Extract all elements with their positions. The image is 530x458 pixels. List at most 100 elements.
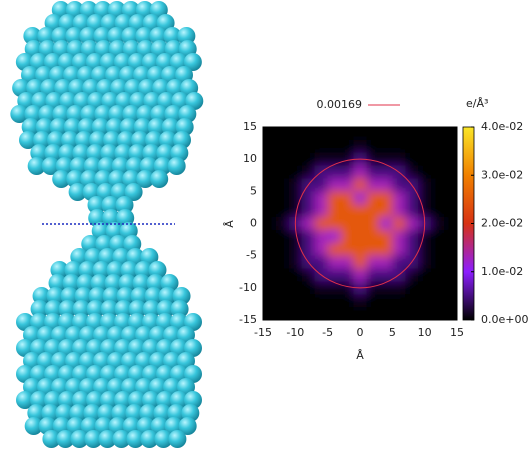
heatmap-cell: [276, 307, 289, 320]
heatmap-cell: [341, 230, 354, 243]
heatmap-cell: [418, 166, 431, 179]
heatmap-cell: [302, 217, 315, 230]
heatmap-cell: [366, 217, 379, 230]
heatmap-cell: [341, 166, 354, 179]
heatmap: [263, 127, 458, 321]
heatmap-cell: [379, 178, 392, 191]
atom: [150, 170, 168, 188]
heatmap-cell: [315, 281, 328, 294]
heatmap-cell: [418, 294, 431, 307]
heatmap-cell: [354, 269, 367, 282]
heatmap-cell: [444, 281, 457, 294]
heatmap-cell: [328, 294, 341, 307]
heatmap-cell: [276, 294, 289, 307]
contour-legend-label: 0.00169: [317, 98, 363, 111]
heatmap-cell: [431, 140, 444, 153]
heatmap-cell: [354, 256, 367, 269]
heatmap-cell: [431, 153, 444, 166]
heatmap-cell: [328, 281, 341, 294]
heatmap-cell: [366, 307, 379, 320]
x-tick-label: 5: [389, 326, 396, 339]
heatmap-cell: [418, 281, 431, 294]
heatmap-cell: [405, 294, 418, 307]
heatmap-cell: [444, 294, 457, 307]
heatmap-cell: [392, 243, 405, 256]
heatmap-cell: [418, 140, 431, 153]
heatmap-cell: [315, 153, 328, 166]
heatmap-cell: [263, 166, 276, 179]
heatmap-cell: [366, 191, 379, 204]
heatmap-cell: [328, 243, 341, 256]
heatmap-cell: [379, 166, 392, 179]
heatmap-cell: [431, 294, 444, 307]
heatmap-cell: [328, 217, 341, 230]
heatmap-cell: [379, 307, 392, 320]
heatmap-cell: [263, 178, 276, 191]
heatmap-cell: [263, 127, 276, 140]
heatmap-cell: [444, 269, 457, 282]
heatmap-cell: [354, 204, 367, 217]
heatmap-cell: [354, 243, 367, 256]
heatmap-cell: [341, 294, 354, 307]
heatmap-cell: [263, 140, 276, 153]
heatmap-cell: [263, 294, 276, 307]
heatmap-cell: [379, 230, 392, 243]
y-tick-label: 15: [243, 120, 257, 133]
heatmap-cell: [392, 204, 405, 217]
heatmap-cell: [354, 127, 367, 140]
heatmap-cell: [379, 243, 392, 256]
heatmap-cell: [289, 294, 302, 307]
heatmap-cell: [302, 281, 315, 294]
heatmap-cell: [341, 204, 354, 217]
heatmap-cell: [263, 307, 276, 320]
heatmap-cell: [276, 204, 289, 217]
heatmap-cell: [379, 140, 392, 153]
heatmap-cell: [302, 153, 315, 166]
heatmap-cell: [276, 256, 289, 269]
atom: [168, 157, 186, 175]
heatmap-cell: [444, 178, 457, 191]
heatmap-cell: [444, 153, 457, 166]
heatmap-cell: [289, 256, 302, 269]
heatmap-cell: [405, 166, 418, 179]
heatmap-cell: [418, 127, 431, 140]
heatmap-cell: [379, 217, 392, 230]
heatmap-cell: [276, 191, 289, 204]
heatmap-cell: [418, 204, 431, 217]
heatmap-cell: [366, 204, 379, 217]
heatmap-cell: [405, 140, 418, 153]
heatmap-cell: [341, 191, 354, 204]
heatmap-cell: [328, 127, 341, 140]
y-tick-label: 5: [250, 184, 257, 197]
heatmap-cell: [302, 166, 315, 179]
heatmap-cell: [263, 243, 276, 256]
heatmap-cell: [276, 153, 289, 166]
heatmap-cell: [444, 243, 457, 256]
y-tick-label: 0: [250, 217, 257, 230]
heatmap-cell: [341, 140, 354, 153]
heatmap-cell: [315, 127, 328, 140]
heatmap-cell: [341, 243, 354, 256]
colorbar-tick-label: 1.0e-02: [481, 265, 523, 278]
heatmap-cell: [418, 243, 431, 256]
heatmap-cell: [444, 204, 457, 217]
heatmap-cell: [444, 217, 457, 230]
y-tick-label: 10: [243, 152, 257, 165]
heatmap-cell: [263, 269, 276, 282]
heatmap-cell: [444, 230, 457, 243]
heatmap-cell: [328, 204, 341, 217]
heatmap-cell: [341, 269, 354, 282]
heatmap-cell: [405, 127, 418, 140]
heatmap-cell: [328, 166, 341, 179]
heatmap-cell: [276, 281, 289, 294]
heatmap-cell: [431, 256, 444, 269]
heatmap-cell: [392, 294, 405, 307]
heatmap-cell: [289, 269, 302, 282]
heatmap-cell: [431, 178, 444, 191]
heatmap-cell: [431, 281, 444, 294]
heatmap-cell: [289, 153, 302, 166]
colorbar-tick-label: 2.0e-02: [481, 217, 523, 230]
heatmap-cell: [263, 256, 276, 269]
heatmap-cell: [289, 281, 302, 294]
heatmap-cell: [366, 166, 379, 179]
